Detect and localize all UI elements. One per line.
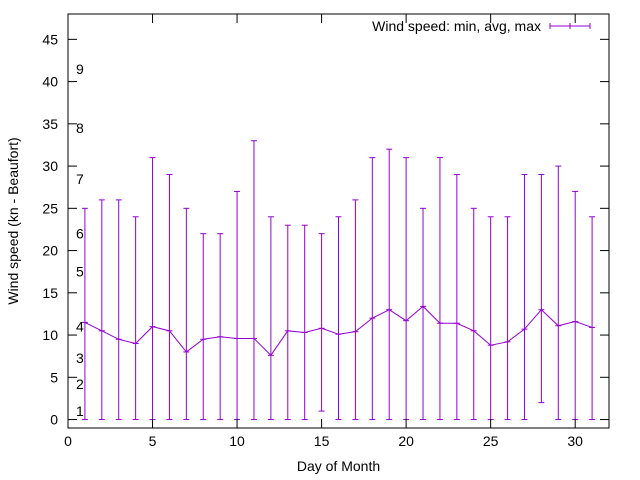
beaufort-label: 3 <box>76 350 84 366</box>
y-tick-label: 40 <box>42 74 58 90</box>
y-tick-label: 10 <box>42 327 58 343</box>
x-axis-label: Day of Month <box>297 458 380 474</box>
x-tick-label: 25 <box>483 433 499 449</box>
beaufort-label: 1 <box>76 403 84 419</box>
y-tick-label: 35 <box>42 116 58 132</box>
beaufort-label: 9 <box>76 61 84 77</box>
y-tick-label: 15 <box>42 285 58 301</box>
y-tick-label: 0 <box>50 412 58 428</box>
x-tick-label: 30 <box>567 433 583 449</box>
y-tick-label: 5 <box>50 369 58 385</box>
y-tick-label: 30 <box>42 158 58 174</box>
y-axis-label: Wind speed (kn - Beaufort) <box>5 137 21 304</box>
x-tick-label: 10 <box>229 433 245 449</box>
beaufort-label: 2 <box>76 376 84 392</box>
beaufort-label: 7 <box>76 171 84 187</box>
y-tick-label: 20 <box>42 243 58 259</box>
beaufort-label: 8 <box>76 120 84 136</box>
legend-label: Wind speed: min, avg, max <box>372 18 541 34</box>
legend: Wind speed: min, avg, max <box>372 18 591 34</box>
x-tick-label: 15 <box>314 433 330 449</box>
beaufort-labels: 1 2 3 4 5 6 7 8 9 <box>76 61 84 419</box>
beaufort-label: 6 <box>76 226 84 242</box>
x-tick-label: 0 <box>64 433 72 449</box>
y-tick-label: 45 <box>42 31 58 47</box>
x-tick-label: 5 <box>149 433 157 449</box>
plot-layer <box>81 140 596 421</box>
plot-frame <box>67 13 610 429</box>
x-tick-label: 20 <box>398 433 414 449</box>
beaufort-label: 4 <box>76 319 84 335</box>
y-tick-label: 25 <box>42 200 58 216</box>
beaufort-label: 5 <box>76 264 84 280</box>
